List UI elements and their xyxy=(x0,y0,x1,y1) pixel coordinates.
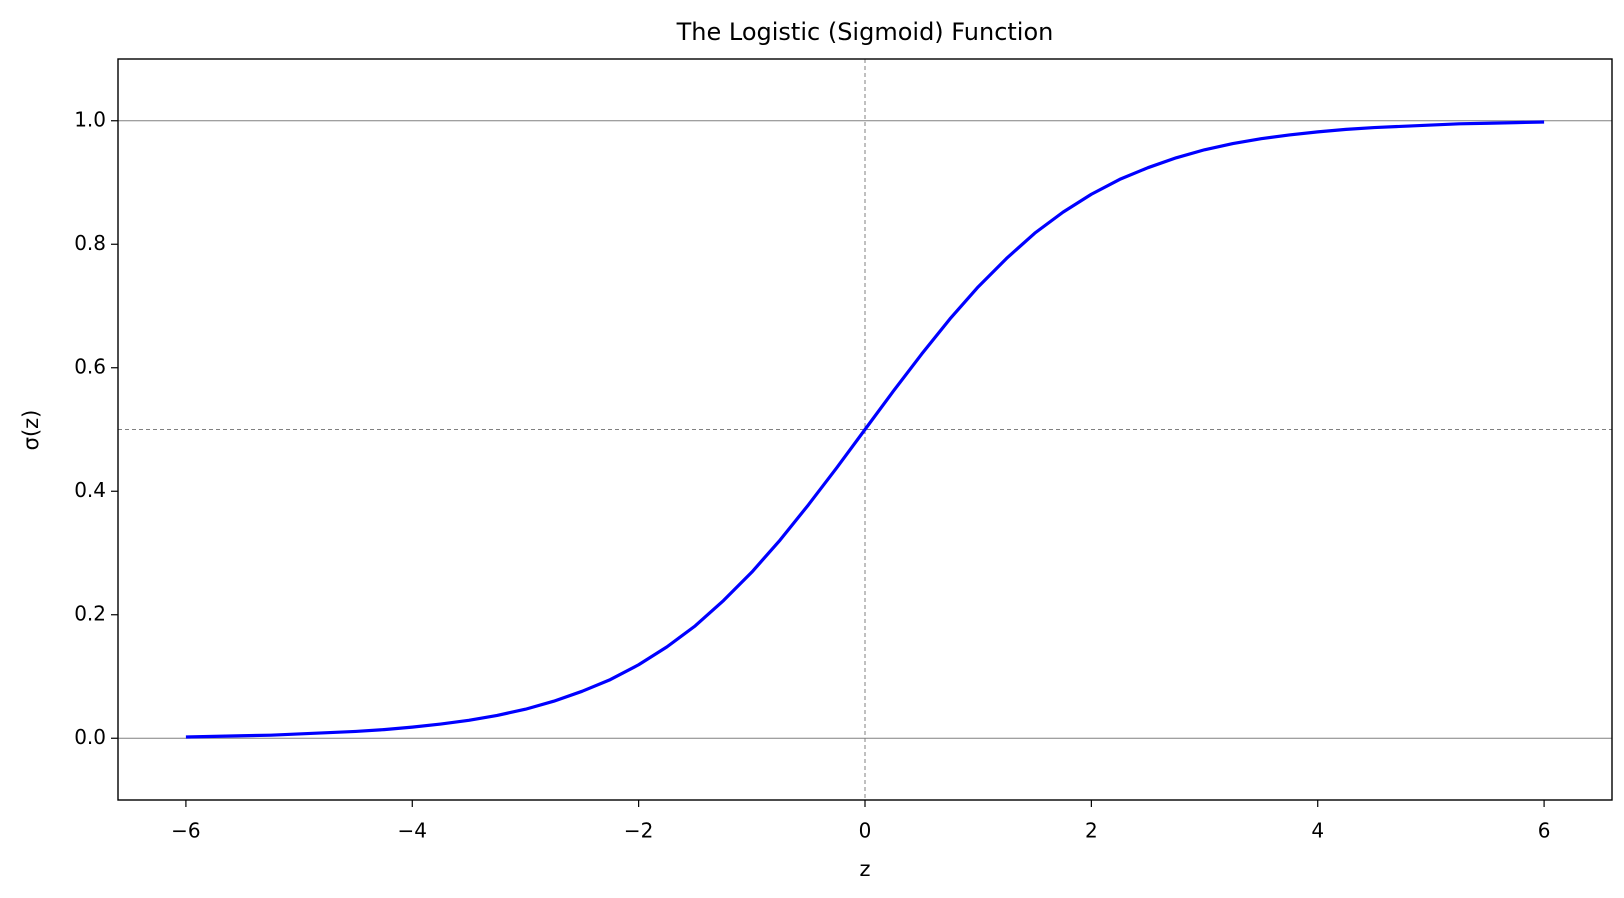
y-tick-label: 0.6 xyxy=(74,354,106,378)
y-tick-label: 0.4 xyxy=(74,478,106,502)
x-tick-label: 0 xyxy=(859,819,872,843)
chart-title: The Logistic (Sigmoid) Function xyxy=(676,18,1054,46)
x-tick-label: −4 xyxy=(398,819,427,843)
y-tick-label: 0.0 xyxy=(74,725,106,749)
x-axis-label: z xyxy=(859,857,870,881)
y-tick-label: 1.0 xyxy=(74,107,106,131)
x-tick-label: −2 xyxy=(624,819,653,843)
x-tick-label: 2 xyxy=(1085,819,1098,843)
x-tick-label: 6 xyxy=(1538,819,1551,843)
y-tick-label: 0.8 xyxy=(74,231,106,255)
x-tick-label: 4 xyxy=(1311,819,1324,843)
line-series xyxy=(185,120,1545,739)
y-tick-label: 0.2 xyxy=(74,601,106,625)
x-tick-label: −6 xyxy=(171,819,200,843)
plot-frame xyxy=(117,58,1613,801)
y-axis-label: σ(z) xyxy=(19,410,43,451)
